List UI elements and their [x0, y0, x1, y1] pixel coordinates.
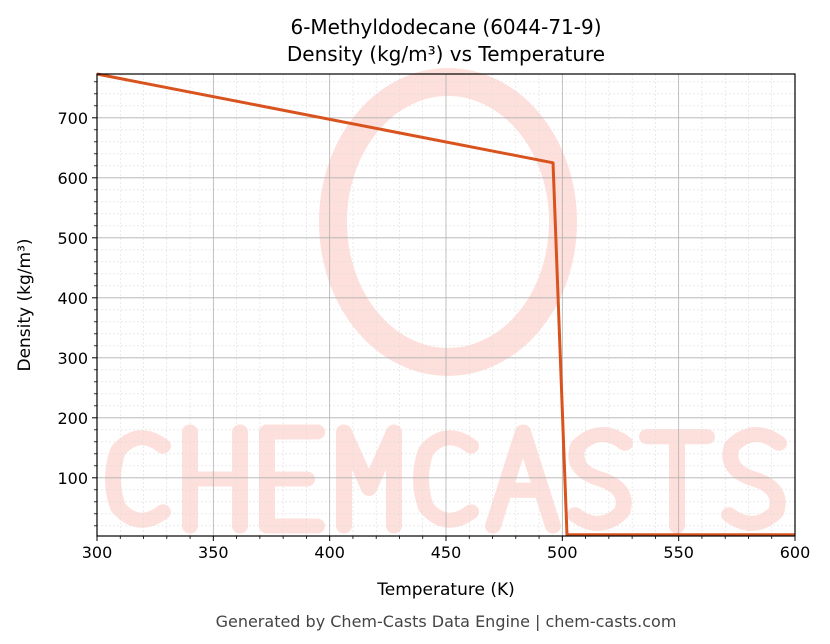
chart-subtitle: Density (kg/m³) vs Temperature — [287, 42, 605, 66]
y-axis-label: Density (kg/m³) — [15, 238, 35, 371]
plot-frame — [96, 73, 796, 537]
watermark-lettering — [105, 424, 787, 534]
y-tick-label: 200 — [57, 409, 88, 428]
x-tick-label: 300 — [82, 543, 113, 562]
y-tick-label: 500 — [57, 229, 88, 248]
watermark-letter — [639, 429, 715, 534]
x-tick-label: 350 — [198, 543, 229, 562]
watermark-letter — [721, 427, 787, 531]
watermark-logo — [319, 68, 577, 376]
watermark-letter — [485, 424, 561, 534]
x-tick-label: 550 — [663, 543, 694, 562]
x-tick-label: 500 — [547, 543, 578, 562]
y-tick-label: 400 — [57, 289, 88, 308]
y-tick-label: 300 — [57, 349, 88, 368]
x-tick-label: 400 — [314, 543, 345, 562]
x-axis-label: Temperature (K) — [376, 580, 515, 600]
y-tick-label: 100 — [57, 469, 88, 488]
series-line — [96, 72, 795, 537]
watermark-letter — [259, 424, 325, 534]
watermark-letter — [567, 427, 633, 531]
y-tick-label: 700 — [57, 109, 88, 128]
watermark-letter — [413, 430, 479, 528]
x-tick-label: 450 — [431, 543, 462, 562]
y-tick-label: 600 — [57, 169, 88, 188]
watermark-letter — [105, 430, 171, 528]
x-tick-label: 600 — [780, 543, 811, 562]
chart-title: 6-Methyldodecane (6044-71-9) — [290, 15, 601, 39]
watermark-letter — [336, 424, 402, 534]
footer-credit: Generated by Chem-Casts Data Engine | ch… — [216, 612, 677, 631]
watermark-letter — [182, 424, 248, 534]
